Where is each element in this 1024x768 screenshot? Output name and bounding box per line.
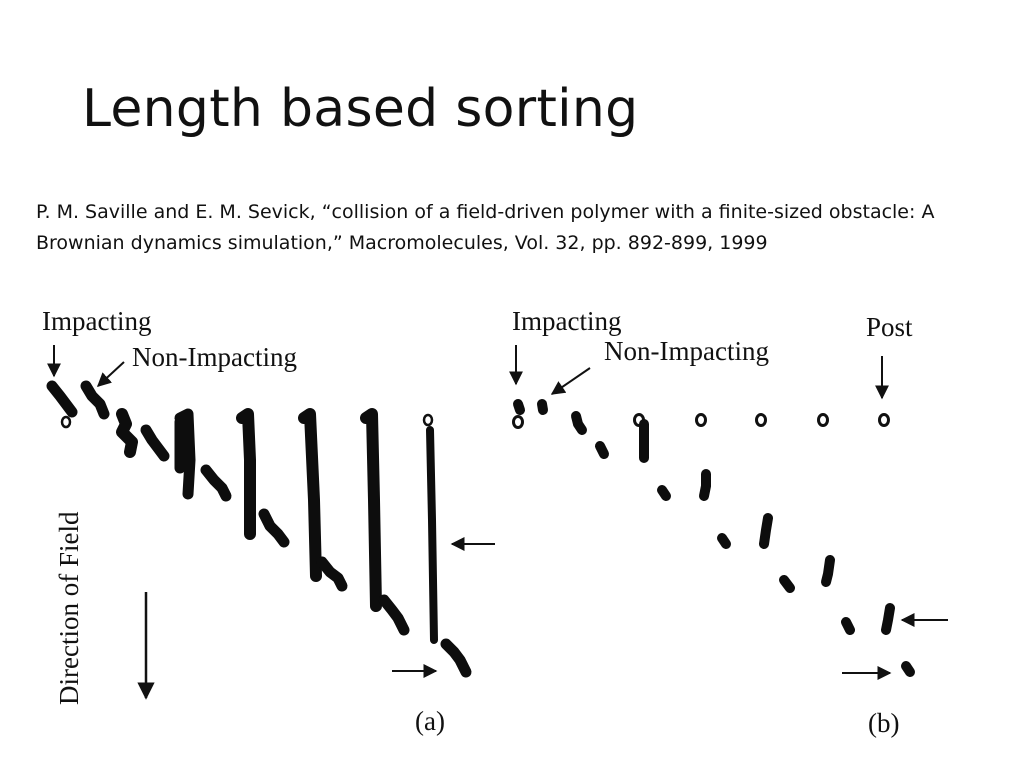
figure-svg: Impacting Non-Impacting Direction of Fie… (42, 306, 948, 738)
field-direction-label: Direction of Field (54, 511, 84, 705)
panel-b-caption: (b) (868, 708, 899, 738)
post-marker-a (60, 415, 72, 429)
panel-b-non-impacting-label: Non-Impacting (604, 336, 769, 366)
slide-title: Length based sorting (82, 79, 639, 139)
post-marker-a2 (422, 413, 434, 427)
panel-a-impacting-label: Impacting (42, 306, 151, 336)
panel-a-caption: (a) (415, 706, 445, 736)
citation-text: P. M. Saville and E. M. Sevick, “collisi… (36, 201, 935, 254)
polymer-snapshots-a (46, 380, 472, 678)
panel-a: Impacting Non-Impacting Direction of Fie… (42, 306, 495, 736)
panel-a-non-impacting-label: Non-Impacting (132, 342, 297, 372)
non-impacting-arrow-b (550, 367, 591, 395)
post-label: Post (866, 312, 913, 342)
posts-row (512, 413, 890, 429)
figure: Impacting Non-Impacting Direction of Fie… (30, 300, 1010, 760)
panel-b-impacting-label: Impacting (512, 306, 621, 336)
non-impacting-arrow-a (96, 361, 125, 387)
polymer-snapshots-b (513, 399, 915, 677)
panel-b: Impacting Non-Impacting Post (b) (509, 306, 948, 738)
